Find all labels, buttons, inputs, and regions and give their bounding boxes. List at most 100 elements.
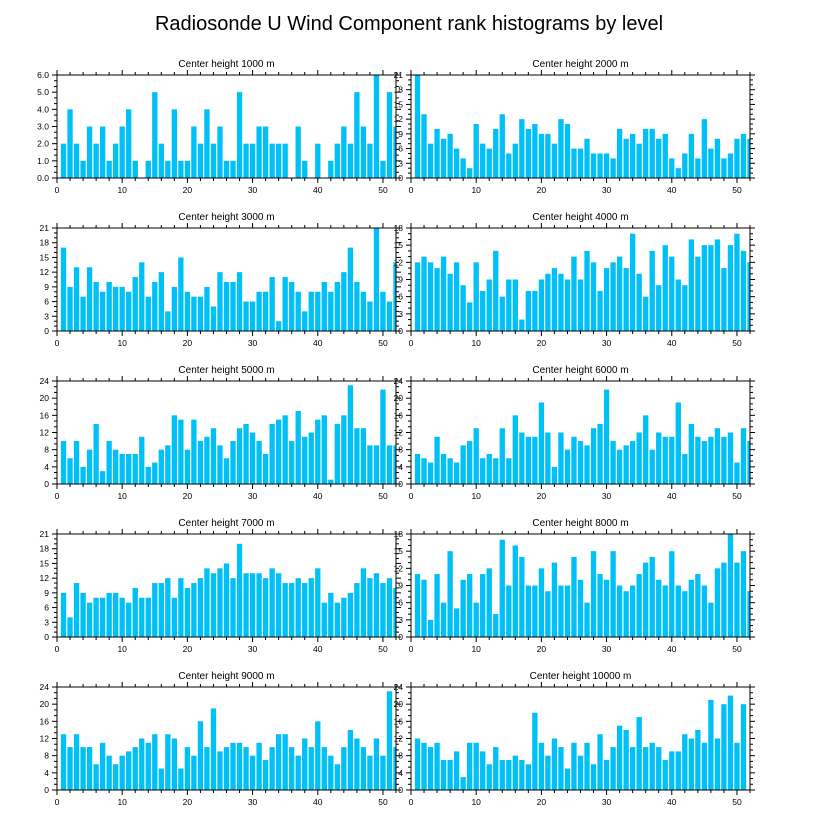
bar (590, 262, 597, 331)
bar (386, 691, 393, 790)
y-tick-label: 16 (40, 410, 50, 420)
bar (165, 445, 171, 485)
bar (165, 311, 171, 331)
bar (347, 247, 354, 331)
bar (577, 279, 584, 331)
bar (734, 233, 740, 331)
bar (610, 747, 616, 790)
bar (73, 583, 80, 637)
bar (460, 158, 466, 178)
y-tick-label: 6 (44, 297, 49, 307)
bar (178, 578, 184, 637)
bar (126, 751, 132, 791)
bar (558, 119, 564, 178)
bar (106, 441, 112, 484)
bar (86, 449, 93, 484)
bar (60, 734, 67, 790)
bar (695, 729, 701, 790)
bar (347, 729, 354, 790)
bar (629, 747, 636, 790)
bar (106, 160, 112, 178)
bar (321, 415, 327, 484)
bar (223, 747, 230, 790)
bar (60, 592, 67, 637)
bar (139, 738, 145, 790)
panel-title: Center height 10000 m (530, 671, 632, 682)
bar (734, 138, 740, 178)
bar (210, 306, 217, 331)
bar (421, 742, 427, 790)
bar (269, 143, 275, 178)
y-tick-label: 9 (44, 282, 49, 292)
bar (486, 279, 492, 331)
bar (577, 579, 584, 637)
bar (73, 441, 80, 484)
bar (649, 128, 655, 178)
bar (302, 311, 308, 331)
bar (603, 153, 610, 178)
bar (393, 587, 396, 637)
y-tick-label: 21 (40, 223, 50, 233)
bar (460, 579, 466, 637)
bar (210, 143, 217, 178)
bar (493, 614, 499, 637)
bar (447, 458, 453, 484)
bar (315, 568, 321, 637)
y-tick-label: 3 (44, 311, 49, 321)
bar (447, 759, 453, 790)
bar (740, 704, 747, 790)
bar (623, 445, 629, 485)
bar (669, 436, 675, 484)
bar (126, 453, 132, 484)
bar (269, 423, 275, 484)
bar (486, 453, 492, 484)
bar (649, 556, 655, 637)
bar (701, 119, 708, 178)
x-tick-label: 50 (732, 185, 742, 195)
panel-title: Center height 4000 m (532, 212, 628, 223)
bar (191, 419, 197, 485)
bar (367, 578, 373, 637)
panel-title: Center height 3000 m (178, 212, 274, 223)
x-tick-label: 0 (409, 644, 414, 654)
bar (597, 423, 603, 484)
bar (434, 574, 440, 637)
bar (321, 281, 327, 331)
x-tick-label: 30 (248, 491, 258, 501)
bar (616, 128, 623, 178)
bar (558, 585, 564, 637)
bar (380, 291, 386, 331)
bar (714, 428, 721, 484)
bar (421, 579, 427, 637)
y-tick-label: 6 (44, 603, 49, 613)
bar (152, 583, 158, 637)
bar (467, 302, 473, 331)
bar (360, 568, 367, 637)
bar (282, 583, 288, 637)
y-tick-label: 12 (40, 573, 50, 583)
bar (295, 291, 301, 331)
bar (519, 556, 525, 637)
bar (577, 148, 584, 178)
bar (506, 759, 512, 790)
bar (113, 592, 119, 637)
bar (386, 301, 393, 331)
y-tick-label: 8 (398, 445, 403, 455)
bar (682, 285, 688, 331)
bar (275, 143, 282, 178)
bar (532, 290, 538, 331)
bar (393, 445, 396, 485)
bar (616, 585, 623, 637)
bar (525, 290, 532, 331)
bar (610, 551, 616, 637)
bar (414, 574, 421, 637)
bar (656, 747, 662, 790)
bar (321, 602, 327, 637)
bar (380, 160, 386, 178)
bar (60, 441, 67, 484)
x-tick-label: 0 (409, 338, 414, 348)
y-tick-label: 15 (394, 546, 404, 556)
bar (682, 591, 688, 637)
bar (636, 574, 642, 637)
